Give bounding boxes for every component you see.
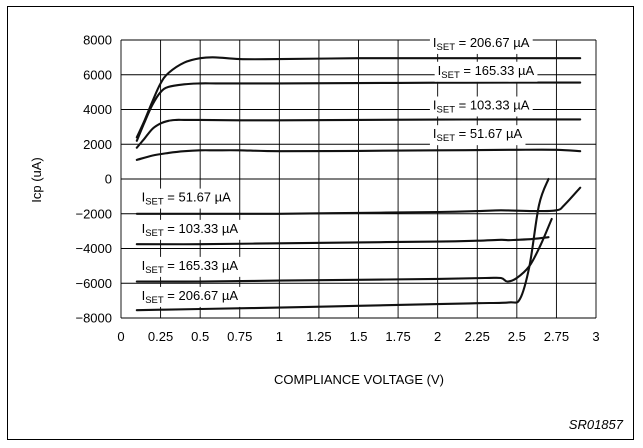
x-tick-label: 2.25 xyxy=(465,329,490,344)
x-tick-label: 3 xyxy=(592,329,599,344)
y-tick-label: −2000 xyxy=(75,206,112,221)
annotation-label: ISET = 206.67 µA xyxy=(142,288,239,306)
x-tick-label: 1 xyxy=(276,329,283,344)
y-axis-label: Icp (uA) xyxy=(29,157,44,203)
x-tick-label: 1.75 xyxy=(385,329,410,344)
tick-labels: 0 0.25 0.5 0.75 1 1.25 1.5 1.75 2 2.25 2.5 2.75 3 800… xyxy=(75,33,599,345)
y-tick-label: −6000 xyxy=(75,276,112,291)
y-tick-label: 0 xyxy=(105,172,112,187)
annotation-label: ISET = 165.33 µA xyxy=(438,63,535,81)
series-line-3 xyxy=(135,118,582,149)
annotation-label: ISET = 206.67 µA xyxy=(433,35,530,53)
series-line-6 xyxy=(135,236,550,246)
annotation-background xyxy=(434,61,538,82)
annotation-background xyxy=(429,96,533,117)
series-annotation: ISET = 165.33 µA xyxy=(138,256,242,277)
series-annotation: ISET = 206.67 µA xyxy=(138,286,242,307)
series-line-2 xyxy=(135,81,582,142)
series-annotation: ISET = 103.33 µA xyxy=(429,96,533,117)
series-line-5 xyxy=(135,186,582,215)
annotation-background xyxy=(138,286,242,307)
annotation-label: ISET = 103.33 µA xyxy=(433,98,530,116)
y-tick-label: −8000 xyxy=(75,311,112,326)
annotation-label: ISET = 103.33 µA xyxy=(142,221,239,239)
x-axis-label: COMPLIANCE VOLTAGE (V) xyxy=(274,372,444,387)
series-annotation: ISET = 103.33 µA xyxy=(138,219,242,240)
x-tick-label: 1.25 xyxy=(306,329,331,344)
series-annotation: ISET = 206.67 µA xyxy=(429,33,533,54)
series-annotation: ISET = 51.67 µA xyxy=(429,125,526,146)
annotation-background xyxy=(138,256,242,277)
x-tick-label: 0.25 xyxy=(148,329,173,344)
annotation-label: ISET = 51.67 µA xyxy=(433,126,523,144)
series-line-1 xyxy=(135,56,582,139)
y-tick-label: 2000 xyxy=(83,137,112,152)
y-tick-label: −4000 xyxy=(75,241,112,256)
annotation-background xyxy=(138,219,242,240)
y-tick-label: 6000 xyxy=(83,67,112,82)
annotation-background xyxy=(138,188,235,209)
y-tick-label: 4000 xyxy=(83,102,112,117)
y-tick-label: 8000 xyxy=(83,33,112,48)
series-annotation: ISET = 165.33 µA xyxy=(434,61,538,82)
x-tick-label: 0.5 xyxy=(191,329,209,344)
series-lines xyxy=(135,56,582,312)
x-tick-label: 0.75 xyxy=(227,329,252,344)
x-tick-label: 2.75 xyxy=(544,329,569,344)
annotation-background xyxy=(429,125,526,146)
x-tick-label: 1.5 xyxy=(349,329,367,344)
annotation-label: ISET = 165.33 µA xyxy=(142,258,239,276)
annotation-label: ISET = 51.67 µA xyxy=(142,190,232,208)
figure-code: SR01857 xyxy=(569,417,624,432)
x-tick-label: 2.5 xyxy=(508,329,526,344)
x-tick-label: 0 xyxy=(117,329,124,344)
series-annotations: ISET = 206.67 µA ISET = 165.33 µA ISET = 1… xyxy=(138,33,538,307)
series-annotation: ISET = 51.67 µA xyxy=(138,188,235,209)
x-tick-label: 2 xyxy=(434,329,441,344)
annotation-background xyxy=(429,33,533,54)
series-line-4 xyxy=(135,148,582,161)
series-line-8 xyxy=(135,177,550,312)
